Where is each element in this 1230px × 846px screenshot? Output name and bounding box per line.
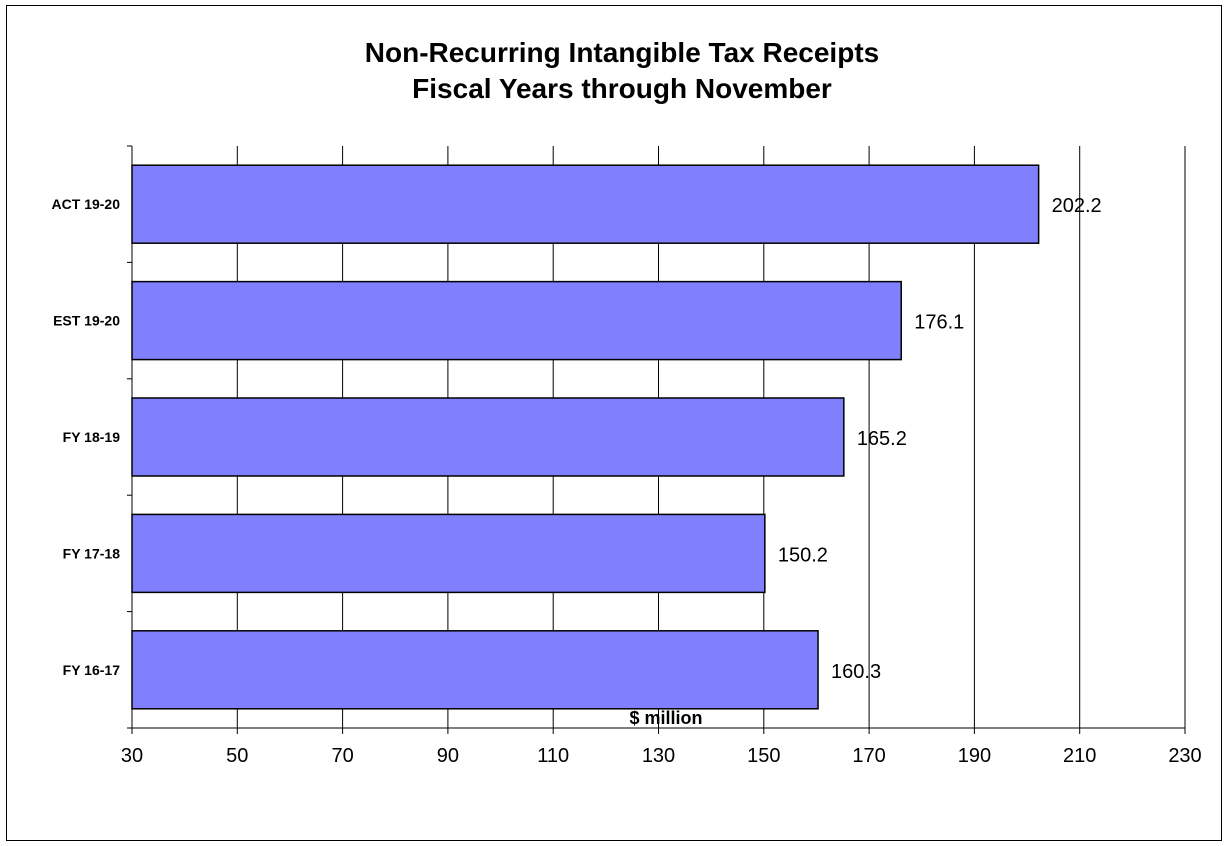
bar-chart: Non-Recurring Intangible Tax Receipts Fi…	[52, 37, 1202, 767]
x-tick-label-110: 110	[537, 745, 569, 767]
category-label-fy-18-19: FY 18-19	[63, 429, 121, 445]
chart-title: Non-Recurring Intangible Tax Receipts Fi…	[365, 37, 879, 104]
bar-fy-17-18	[131, 513, 766, 594]
x-tick-label-210: 210	[1063, 745, 1096, 767]
bar-act-19-20	[131, 164, 1040, 244]
x-axis-title: $ million	[629, 708, 702, 728]
data-label-est-19-20: 176.1	[914, 312, 964, 334]
category-label-act-19-20: ACT 19-20	[52, 196, 121, 212]
chart-title-line-1: Non-Recurring Intangible Tax Receipts	[365, 37, 879, 68]
data-label-fy-16-17: 160.3	[831, 661, 881, 683]
labels: 30 50 70 90 110 130 150 170 190 210 230 ACT 19-20 20…	[52, 195, 1202, 767]
category-label-fy-17-18: FY 17-18	[63, 545, 121, 561]
data-label-fy-17-18: 150.2	[778, 544, 828, 566]
x-tick-label-130: 130	[642, 745, 675, 767]
x-tick-label-90: 90	[437, 745, 459, 767]
chart-title-line-2: Fiscal Years through November	[412, 73, 832, 104]
bars	[131, 164, 1040, 710]
x-tick-label-150: 150	[747, 745, 780, 767]
x-tick-label-230: 230	[1168, 745, 1201, 767]
data-label-act-19-20: 202.2	[1052, 195, 1102, 217]
x-tick-label-50: 50	[226, 745, 248, 767]
x-tick-label-30: 30	[121, 745, 143, 767]
x-tick-label-70: 70	[331, 745, 353, 767]
x-tick-label-190: 190	[958, 745, 991, 767]
data-label-fy-18-19: 165.2	[857, 428, 907, 450]
bar-est-19-20	[131, 280, 902, 361]
x-tick-label-170: 170	[852, 745, 885, 767]
bar-fy-16-17	[131, 630, 819, 710]
axes	[127, 145, 1186, 734]
category-label-fy-16-17: FY 16-17	[63, 662, 121, 678]
chart-frame: Non-Recurring Intangible Tax Receipts Fi…	[6, 5, 1222, 841]
bar-fy-18-19	[131, 397, 845, 477]
category-label-est-19-20: EST 19-20	[53, 313, 120, 329]
